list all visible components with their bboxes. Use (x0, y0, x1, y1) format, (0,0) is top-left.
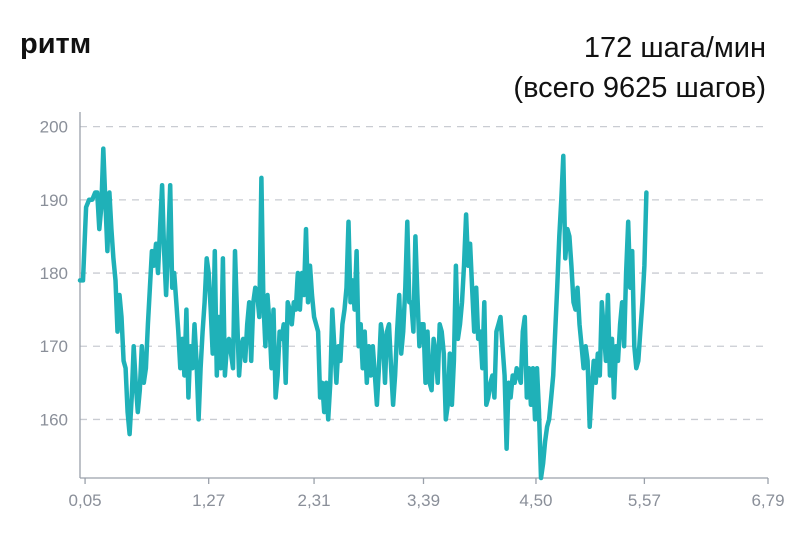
chart-title: ритм (20, 28, 92, 60)
x-tick-label: 4,50 (519, 491, 552, 510)
total-steps: (всего 9625 шагов) (513, 72, 766, 104)
series-group (77, 146, 649, 481)
y-tick-label: 180 (40, 264, 68, 283)
y-tick-label: 190 (40, 191, 68, 210)
y-tick-label: 160 (40, 410, 68, 429)
y-tick-label: 200 (40, 118, 68, 137)
x-tick-label: 5,57 (628, 491, 661, 510)
y-tick-label: 170 (40, 337, 68, 356)
cadence-summary: 172 шага/мин (всего 9625 шагов) (513, 28, 766, 108)
x-axis-ticks: 0,05 1,27 2,31 3,39 4,50 5,57 6,79 (69, 478, 785, 510)
x-tick-label: 6,79 (751, 491, 784, 510)
cadence-line (77, 146, 649, 481)
y-axis-ticks: 200 190 180 170 160 (40, 118, 68, 430)
x-tick-label: 0,05 (69, 491, 102, 510)
x-tick-label: 1,27 (192, 491, 225, 510)
x-tick-label: 2,31 (298, 491, 331, 510)
x-tick-label: 3,39 (407, 491, 440, 510)
axes (79, 112, 768, 479)
cadence-average: 172 шага/мин (583, 32, 766, 64)
